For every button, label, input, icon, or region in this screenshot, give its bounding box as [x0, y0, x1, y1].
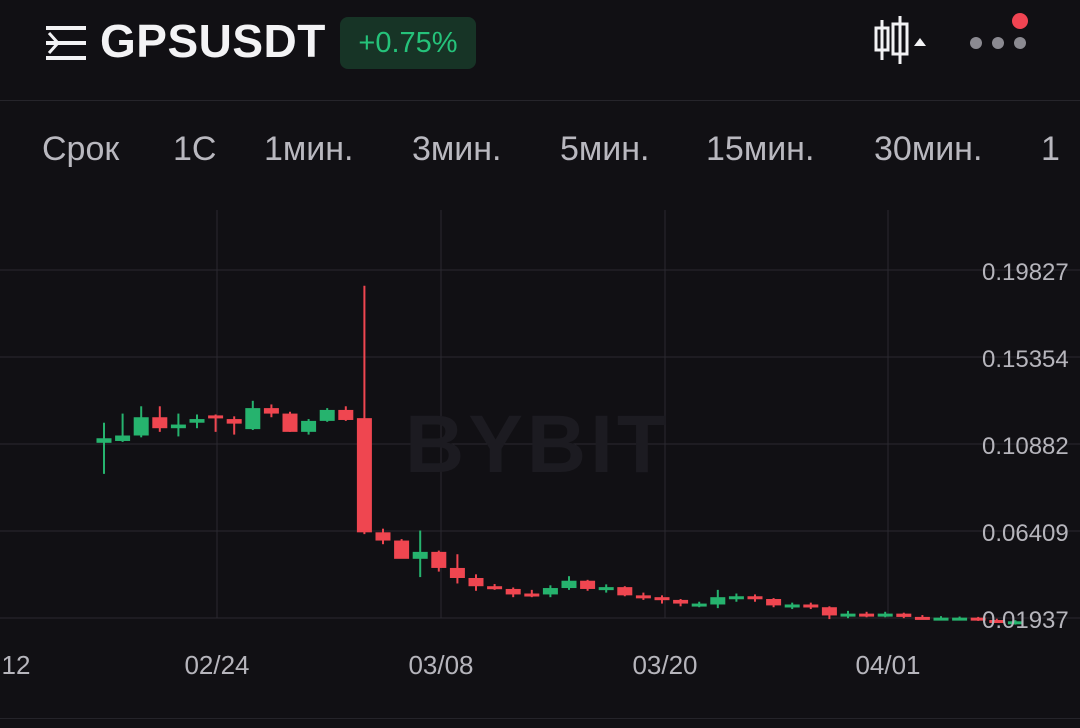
- x-axis-tick-label: 12: [2, 650, 31, 680]
- candle-body: [226, 419, 242, 424]
- candle-body: [394, 540, 410, 559]
- candle-body: [133, 417, 149, 436]
- candle-body: [859, 613, 875, 617]
- candle-body: [449, 567, 465, 578]
- candle-body: [152, 417, 168, 429]
- tab-1min[interactable]: 1мин.: [264, 130, 354, 168]
- x-axis-tick-label: 03/08: [408, 650, 473, 680]
- candle-body: [654, 597, 670, 601]
- candle-body: [542, 588, 558, 595]
- candle-body: [877, 613, 893, 617]
- tab-15min[interactable]: 15мин.: [706, 130, 815, 168]
- candle-body: [189, 419, 205, 423]
- candle-body: [282, 413, 298, 432]
- candle-body: [319, 409, 335, 421]
- candle-body: [505, 588, 521, 595]
- candle-body: [208, 415, 224, 419]
- candle-body: [524, 593, 540, 597]
- tab-1s[interactable]: 1С: [173, 130, 217, 168]
- x-axis-tick-label: 02/24: [184, 650, 249, 680]
- candle-body: [375, 532, 391, 541]
- candle-body: [803, 604, 819, 608]
- candlestick-chart[interactable]: BYBIT 0.19827 0.15354 0.10882 0.06409 0.0193…: [0, 210, 1080, 723]
- tab-5min[interactable]: 5мин.: [560, 130, 650, 168]
- candle-body: [580, 580, 596, 589]
- price-change-badge: +0.75%: [340, 17, 476, 69]
- candle-body: [728, 596, 744, 600]
- candle-body: [673, 599, 689, 604]
- candle-body: [431, 551, 447, 568]
- candle-body: [115, 435, 131, 441]
- candle-body: [301, 420, 317, 432]
- candle-body: [710, 597, 726, 605]
- y-axis-tick-label: 0.06409: [982, 520, 1069, 547]
- candle-body: [933, 617, 949, 621]
- candle-body: [691, 603, 707, 607]
- candle-body: [96, 438, 112, 443]
- candle-body: [412, 551, 428, 559]
- candle-body: [970, 617, 986, 621]
- candle-body: [989, 620, 1005, 624]
- candle-body: [487, 586, 503, 590]
- x-axis-tick-label: 04/01: [855, 650, 920, 680]
- candle-body: [170, 424, 186, 429]
- candle-body: [766, 599, 782, 606]
- candle-body: [598, 587, 614, 591]
- candle-body: [617, 587, 633, 596]
- tab-30min[interactable]: 30мин.: [874, 130, 983, 168]
- more-dots-icon: [970, 13, 1028, 49]
- candle-body: [784, 604, 800, 608]
- more-options-button[interactable]: [966, 12, 1030, 62]
- candle-body: [338, 409, 354, 420]
- candle-body: [840, 613, 856, 617]
- y-axis-tick-label: 0.15354: [982, 346, 1069, 373]
- candle-body: [896, 613, 912, 617]
- x-axis-tick-label: 03/20: [632, 650, 697, 680]
- tab-3min[interactable]: 3мин.: [412, 130, 502, 168]
- candle-body: [356, 418, 372, 533]
- candle-body: [952, 617, 968, 621]
- tab-1h-partial[interactable]: 1: [1041, 130, 1060, 168]
- candle-body: [1007, 621, 1023, 625]
- candle-body: [468, 577, 484, 587]
- candle-body: [821, 607, 837, 616]
- bottom-divider: [0, 718, 1080, 719]
- notification-dot: [1012, 13, 1028, 29]
- candle-body: [245, 408, 261, 430]
- candle-body: [561, 580, 577, 589]
- candle-body: [914, 616, 930, 620]
- price-chart[interactable]: BYBIT 0.19827 0.15354 0.10882 0.06409 0.0193…: [0, 210, 1080, 723]
- candle-body: [635, 595, 651, 599]
- tab-period[interactable]: Срок: [42, 130, 120, 168]
- list-menu-icon[interactable]: [46, 26, 88, 60]
- candle-body: [747, 596, 763, 600]
- y-axis-tick-label: 0.10882: [982, 433, 1069, 460]
- chart-header: GPSUSDT +0.75%: [0, 0, 1080, 101]
- trading-pair-symbol[interactable]: GPSUSDT: [100, 15, 326, 67]
- y-axis-tick-label: 0.01937: [982, 607, 1069, 634]
- candle-body: [263, 408, 279, 414]
- candlestick-settings-icon[interactable]: [872, 14, 930, 66]
- bybit-watermark-text: BYBIT: [405, 399, 671, 490]
- timeframe-tabs: Срок 1С 1мин. 3мин. 5мин. 15мин. 30мин. …: [0, 100, 1080, 210]
- y-axis-tick-label: 0.19827: [982, 259, 1069, 286]
